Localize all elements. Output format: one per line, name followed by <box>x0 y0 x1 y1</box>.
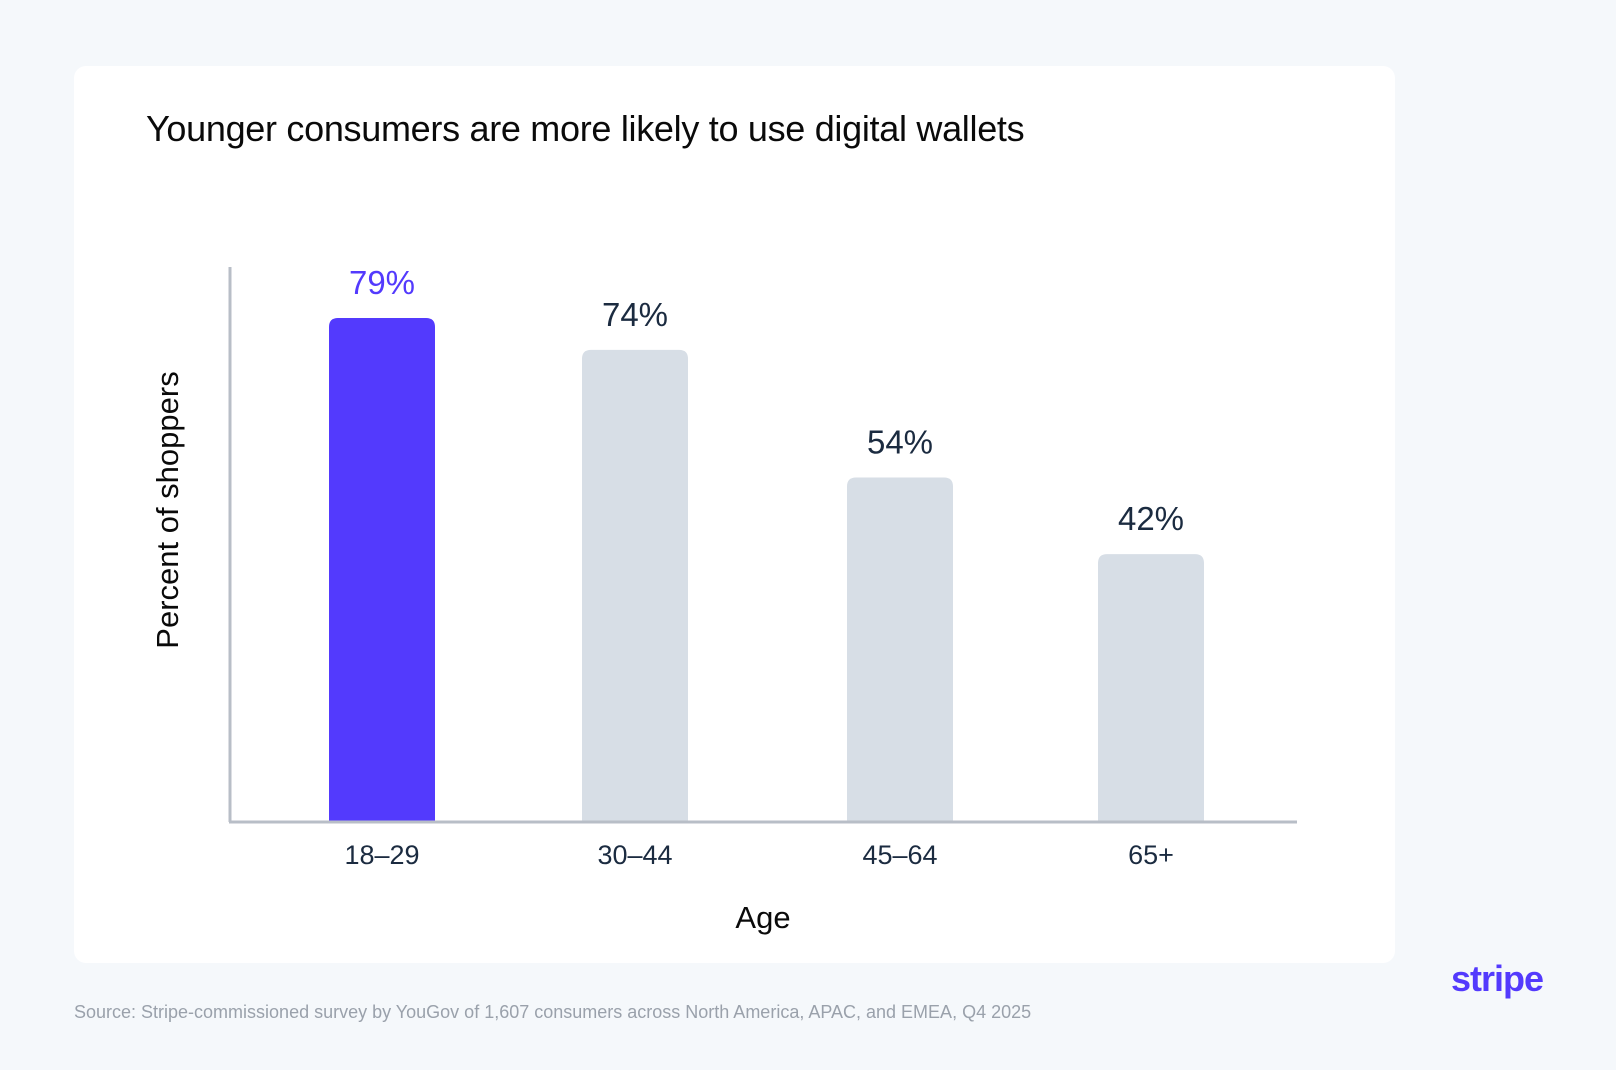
x-tick-label: 45–64 <box>862 840 937 870</box>
bar-18-29 <box>329 318 435 822</box>
bars-group <box>329 318 1204 822</box>
y-axis-label: Percent of shoppers <box>150 371 185 649</box>
x-axis-label: Age <box>735 900 791 935</box>
chart-title: Younger consumers are more likely to use… <box>146 108 1025 149</box>
bar-65+ <box>1098 554 1204 822</box>
x-tick-label: 30–44 <box>597 840 672 870</box>
x-tick-label: 65+ <box>1128 840 1174 870</box>
data-label: 79% <box>349 264 415 301</box>
x-tick-labels-group: 18–29 30–44 45–64 65+ <box>344 840 1173 870</box>
data-label: 74% <box>602 296 668 333</box>
data-labels-group: 79% 74% 54% 42% <box>349 264 1184 537</box>
bar-45-64 <box>847 477 953 822</box>
data-label: 54% <box>867 424 933 461</box>
bar-30-44 <box>582 349 688 822</box>
stripe-logo: stripe <box>1451 958 1544 999</box>
x-tick-label: 18–29 <box>344 840 419 870</box>
source-note: Source: Stripe-commissioned survey by Yo… <box>74 1002 1032 1022</box>
data-label: 42% <box>1118 500 1184 537</box>
